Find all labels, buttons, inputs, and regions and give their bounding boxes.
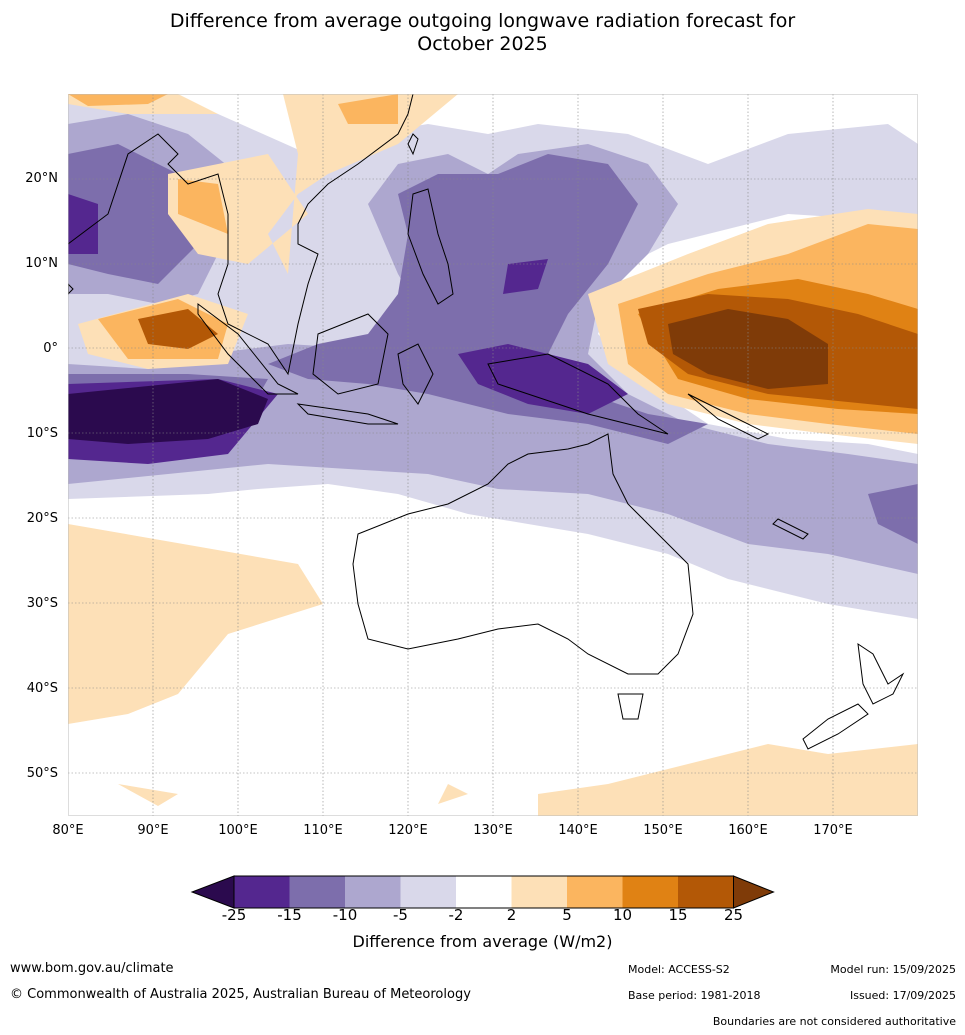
colorbar-segment — [511, 876, 567, 908]
colorbar-label: Difference from average (W/m2) — [352, 932, 613, 951]
colorbar-extend-low — [190, 875, 235, 909]
colorbar-segment — [400, 876, 456, 908]
coast-sulawesi — [397, 343, 434, 405]
colorbar-segment — [678, 876, 734, 908]
colorbar-tick-label: 10 — [612, 906, 633, 924]
footer-model: Model: ACCESS-S2 — [628, 963, 730, 976]
lat-label-20s: 20°S — [26, 511, 58, 526]
colorbar-tick-label: 25 — [723, 906, 744, 924]
region-pos-light — [68, 94, 918, 816]
coast-sumatra — [197, 303, 299, 395]
lon-label-170e: 170°E — [813, 823, 853, 838]
coast-borneo — [312, 313, 389, 395]
graticule — [68, 94, 918, 816]
lon-label-120e: 120°E — [388, 823, 428, 838]
coast-australia — [352, 433, 694, 675]
colorbar-tick-label: -25 — [221, 906, 247, 924]
footer-base-period: Base period: 1981-2018 — [628, 989, 761, 1002]
coast-sri-lanka — [68, 283, 74, 295]
coast-nz-north — [857, 642, 905, 705]
footer-url[interactable]: www.bom.gov.au/climate — [10, 961, 174, 976]
lat-label-0: 0° — [43, 341, 58, 356]
colorbar-segment — [345, 876, 401, 908]
coastlines — [68, 94, 905, 750]
map-svg — [68, 94, 918, 816]
region-pos-darkest — [668, 309, 828, 389]
footer-model-run: Model run: 15/09/2025 — [830, 963, 956, 976]
colorbar-tick-label: 15 — [668, 906, 688, 924]
anomaly-map — [68, 94, 918, 816]
coast-solomons — [687, 393, 770, 440]
region-neg-darkest — [68, 379, 268, 444]
coast-java — [296, 403, 399, 425]
colorbar-outline — [233, 875, 734, 909]
lat-label-40s: 40°S — [26, 681, 58, 696]
lon-label-80e: 80°E — [52, 823, 84, 838]
lat-label-30s: 30°S — [26, 596, 58, 611]
colorbar-segment — [289, 876, 345, 908]
colorbar-svg — [190, 875, 775, 909]
lon-label-110e: 110°E — [303, 823, 343, 838]
footer-issued: Issued: 17/09/2025 — [849, 989, 956, 1002]
colorbar — [190, 872, 775, 912]
footer-disclaimer: Boundaries are not considered authoritat… — [712, 1015, 956, 1028]
colorbar-extend-high — [733, 875, 775, 909]
lon-label-130e: 130°E — [473, 823, 513, 838]
lon-label-140e: 140°E — [558, 823, 598, 838]
lon-label-160e: 160°E — [728, 823, 768, 838]
colorbar-tick-label: 5 — [562, 906, 572, 924]
coast-tasmania — [617, 693, 644, 720]
lat-label-50s: 50°S — [26, 766, 58, 781]
lon-label-90e: 90°E — [137, 823, 169, 838]
coast-asia-mainland — [68, 94, 414, 376]
colorbar-tick-label: -2 — [448, 906, 464, 924]
lon-label-100e: 100°E — [218, 823, 258, 838]
map-title: Difference from average outgoing longwav… — [0, 10, 965, 56]
coast-taiwan — [407, 133, 419, 156]
colorbar-tick-label: -5 — [393, 906, 408, 924]
title-line-2: October 2025 — [417, 33, 548, 55]
footer-copyright: © Commonwealth of Australia 2025, Austra… — [10, 987, 471, 1002]
coast-nz-south — [802, 703, 869, 750]
map-frame — [68, 94, 918, 816]
coast-philippines — [407, 188, 454, 305]
colorbar-segment — [622, 876, 678, 908]
coast-new-caledonia — [772, 518, 809, 540]
title-line-1: Difference from average outgoing longwav… — [169, 10, 796, 32]
colorbar-tick-label: -15 — [277, 906, 302, 924]
coast-new-guinea — [487, 353, 669, 435]
colorbar-segment — [234, 876, 290, 908]
lat-label-10s: 10°S — [26, 426, 58, 441]
colorbar-tick-label: -10 — [332, 906, 358, 924]
lat-label-20n: 20°N — [25, 171, 58, 186]
colorbar-tick-label: 2 — [506, 906, 517, 924]
colorbar-segment — [456, 876, 512, 908]
colorbar-segment — [567, 876, 623, 908]
lon-label-150e: 150°E — [643, 823, 683, 838]
lat-label-10n: 10°N — [25, 256, 58, 271]
